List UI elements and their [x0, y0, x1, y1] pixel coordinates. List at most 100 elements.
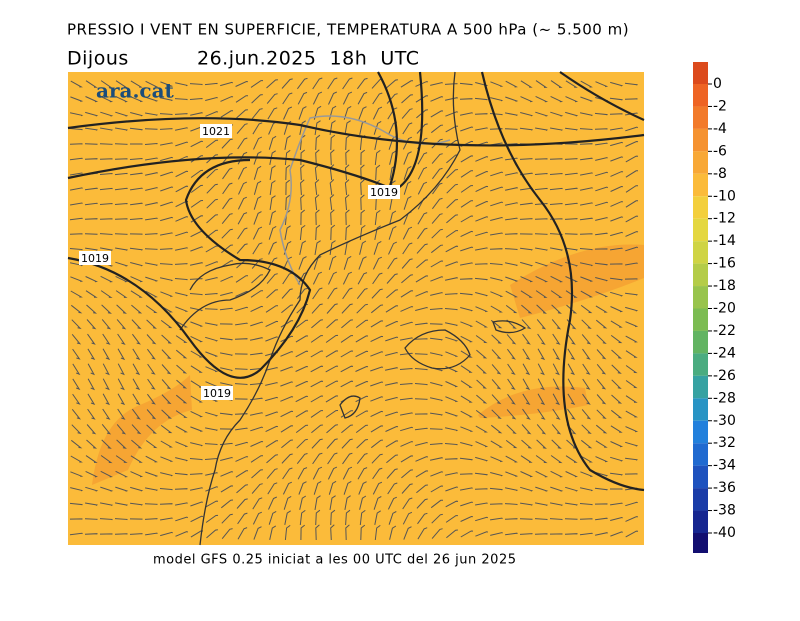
wind-barb: [266, 289, 278, 299]
wind-barb: [579, 262, 594, 267]
wind-barb: [295, 410, 309, 418]
wind-barb: [159, 503, 173, 505]
wind-barb: [189, 83, 203, 86]
wind-barb: [625, 292, 638, 296]
wind-barb: [385, 305, 399, 313]
wind-barb: [357, 467, 368, 480]
wind-barb: [116, 439, 127, 449]
wind-barb: [460, 442, 474, 447]
wind-barb: [221, 213, 233, 225]
wind-barb: [460, 487, 473, 491]
wind-barb: [489, 487, 503, 491]
wind-barb: [205, 514, 219, 523]
wind-barb: [610, 171, 624, 177]
wind-barb: [145, 157, 158, 161]
wind-barb: [476, 364, 487, 374]
wind-barb: [507, 393, 516, 405]
wind-barb: [252, 511, 263, 525]
colorbar-segment: [693, 375, 708, 399]
colorbar-label: -40: [713, 525, 736, 541]
wind-barb: [624, 98, 638, 100]
wind-barb: [444, 97, 458, 101]
wind-barb: [460, 170, 473, 178]
wind-barb: [325, 380, 339, 388]
wind-barb: [505, 262, 519, 267]
wind-barb: [537, 363, 545, 376]
wind-barb: [330, 224, 336, 241]
wind-barb: [190, 112, 203, 116]
isobar: [67, 71, 424, 192]
wind-barb: [625, 410, 638, 418]
wind-barb: [389, 210, 397, 225]
wind-barb: [84, 202, 98, 206]
wind-barb: [400, 441, 414, 447]
wind-barb: [610, 425, 623, 433]
wind-barb: [252, 497, 263, 510]
wind-barb: [537, 408, 546, 420]
wind-barb: [250, 455, 263, 463]
wind-barb: [610, 306, 624, 313]
wind-barb: [310, 380, 324, 388]
wind-barb: [414, 368, 428, 371]
wind-barb: [69, 233, 83, 235]
wind-barb: [190, 395, 203, 403]
wind-barb: [358, 106, 367, 120]
wind-barb: [300, 209, 306, 226]
wind-barb: [490, 232, 503, 236]
wind-barb: [595, 456, 609, 463]
wind-barb: [250, 290, 263, 298]
wind-barb: [417, 512, 428, 525]
wind-barb: [522, 363, 531, 376]
wind-barb: [550, 261, 564, 267]
wind-barb: [189, 97, 203, 100]
wind-barb: [415, 470, 429, 478]
wind-barb: [522, 348, 531, 361]
wind-barb: [386, 289, 398, 299]
wind-barb: [521, 304, 533, 314]
wind-barb: [313, 255, 322, 270]
colorbar-label: -32: [713, 435, 736, 451]
wind-barb: [115, 111, 129, 117]
wind-barb: [417, 166, 428, 180]
wind-barb: [297, 77, 308, 90]
wind-barb: [175, 141, 188, 147]
wind-barb: [475, 306, 489, 313]
wind-barb: [520, 96, 534, 103]
wind-barb: [579, 233, 593, 235]
wind-barb: [190, 501, 203, 507]
wind-barb: [475, 456, 489, 462]
wind-barb: [504, 187, 518, 191]
wind-barb: [341, 319, 353, 329]
wind-barb: [611, 364, 622, 374]
wind-barb: [161, 409, 172, 419]
wind-barb: [160, 291, 174, 298]
wind-barb: [507, 363, 516, 375]
wind-barb: [552, 393, 561, 406]
wind-barb: [115, 80, 128, 88]
isobar: [377, 71, 399, 193]
wind-barb: [114, 218, 128, 220]
wind-barb: [160, 320, 173, 329]
wind-barb: [371, 288, 383, 299]
wind-barb: [130, 262, 144, 267]
wind-barb: [460, 215, 474, 223]
wind-barb: [567, 363, 576, 376]
wind-barb: [249, 382, 263, 386]
wind-barb: [190, 515, 204, 523]
wind-barb: [505, 305, 518, 314]
isobar-label-text: 1019: [203, 387, 231, 400]
warm-patch: [478, 386, 588, 418]
wind-barb: [519, 158, 533, 160]
wind-barb: [565, 455, 578, 463]
wind-barb: [160, 142, 173, 146]
wind-barb: [265, 396, 279, 402]
wind-barb: [534, 218, 548, 220]
wind-barb: [610, 456, 624, 462]
wind-barb: [580, 276, 594, 282]
wind-barb: [505, 440, 518, 449]
wind-barb: [283, 495, 292, 510]
wind-barb: [445, 230, 458, 238]
wind-barb: [446, 529, 458, 539]
wind-barb: [356, 303, 368, 314]
